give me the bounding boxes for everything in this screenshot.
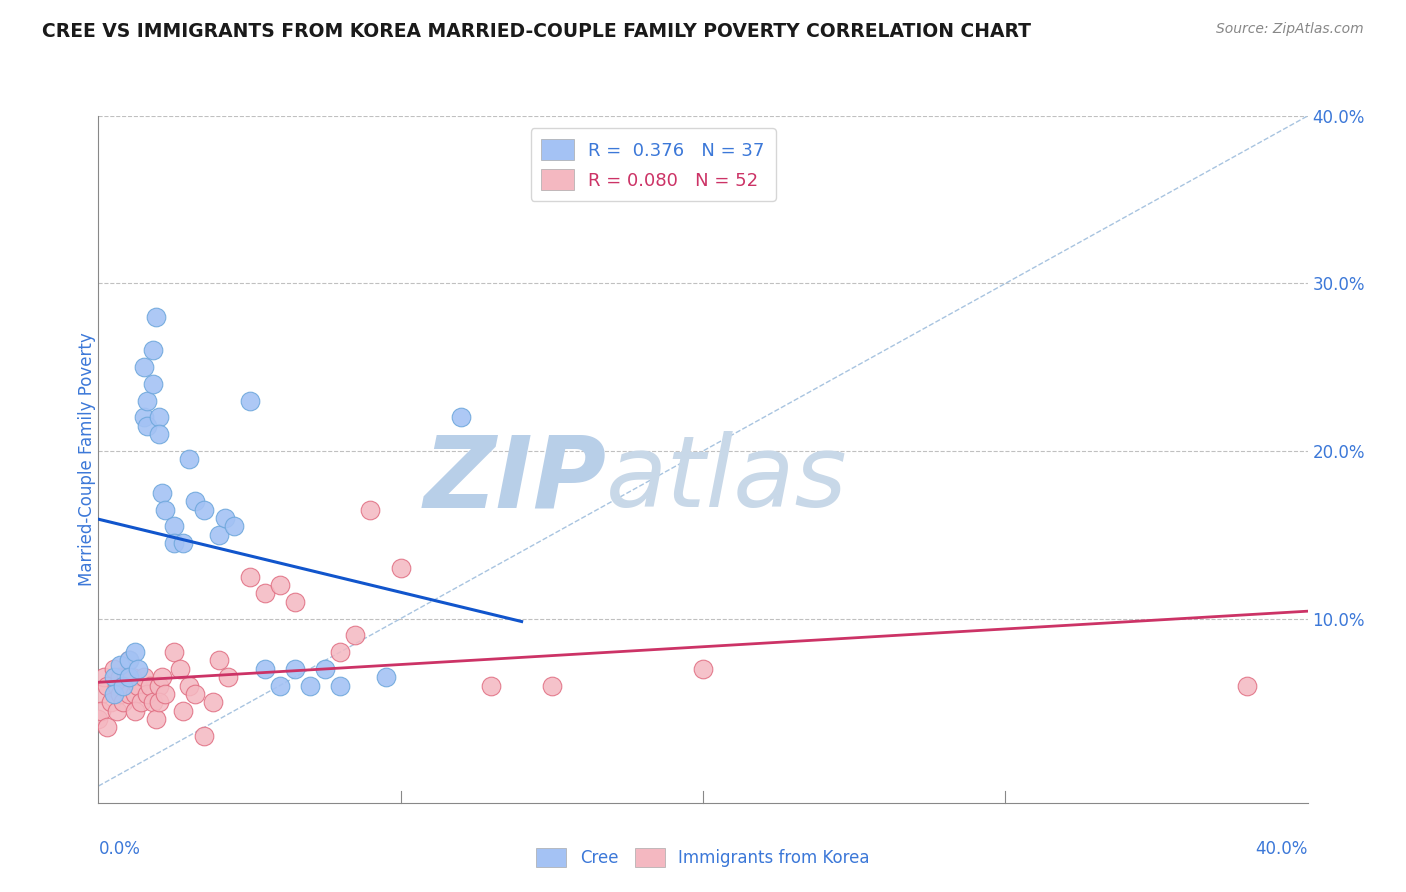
Point: [148, 695, 170, 709]
Point: [145, 712, 167, 726]
Point: [329, 645, 352, 659]
Point: [111, 679, 134, 693]
Point: [193, 729, 215, 743]
Point: [163, 536, 186, 550]
Text: ZIP: ZIP: [423, 432, 606, 528]
Point: [142, 695, 165, 709]
Point: [129, 695, 152, 709]
Point: [93, 670, 115, 684]
Point: [114, 670, 136, 684]
Point: [169, 662, 191, 676]
Point: [269, 679, 291, 693]
Point: [103, 670, 125, 684]
Point: [481, 679, 503, 693]
Point: [314, 662, 336, 676]
Point: [135, 393, 157, 408]
Y-axis label: Married-Couple Family Poverty: Married-Couple Family Poverty: [79, 333, 96, 586]
Point: [132, 360, 155, 375]
Point: [135, 687, 157, 701]
Point: [103, 687, 125, 701]
Point: [299, 679, 322, 693]
Point: [269, 578, 291, 592]
Point: [360, 502, 382, 516]
Point: [118, 670, 141, 684]
Point: [111, 679, 134, 693]
Point: [150, 486, 173, 500]
Point: [172, 536, 194, 550]
Point: [118, 687, 141, 701]
Point: [100, 695, 122, 709]
Text: atlas: atlas: [606, 432, 848, 528]
Point: [253, 586, 276, 600]
Point: [132, 670, 155, 684]
Point: [139, 679, 162, 693]
Point: [193, 502, 215, 516]
Point: [179, 679, 201, 693]
Point: [127, 662, 149, 676]
Point: [344, 628, 367, 642]
Text: Source: ZipAtlas.com: Source: ZipAtlas.com: [1216, 22, 1364, 37]
Point: [90, 687, 112, 701]
Point: [124, 687, 146, 701]
Point: [135, 418, 157, 433]
Point: [121, 670, 143, 684]
Point: [96, 679, 118, 693]
Point: [208, 653, 231, 667]
Point: [153, 502, 176, 516]
Point: [1236, 679, 1258, 693]
Point: [179, 452, 201, 467]
Point: [540, 679, 562, 693]
Point: [217, 670, 239, 684]
Point: [96, 720, 118, 734]
Point: [111, 695, 134, 709]
Point: [87, 712, 110, 726]
Point: [208, 528, 231, 542]
Point: [184, 687, 207, 701]
Point: [150, 670, 173, 684]
Point: [108, 658, 131, 673]
Point: [284, 595, 307, 609]
Point: [90, 704, 112, 718]
Point: [148, 410, 170, 425]
Point: [329, 679, 352, 693]
Point: [224, 519, 246, 533]
Point: [142, 376, 165, 391]
Point: [148, 679, 170, 693]
Text: 0.0%: 0.0%: [98, 840, 141, 858]
Point: [124, 704, 146, 718]
Point: [692, 662, 714, 676]
Point: [118, 653, 141, 667]
Text: 40.0%: 40.0%: [1256, 840, 1308, 858]
Point: [108, 687, 131, 701]
Point: [214, 511, 236, 525]
Point: [124, 645, 146, 659]
Point: [389, 561, 412, 575]
Point: [148, 427, 170, 442]
Point: [118, 653, 141, 667]
Text: CREE VS IMMIGRANTS FROM KOREA MARRIED-COUPLE FAMILY POVERTY CORRELATION CHART: CREE VS IMMIGRANTS FROM KOREA MARRIED-CO…: [42, 22, 1031, 41]
Point: [163, 645, 186, 659]
Point: [145, 310, 167, 324]
Point: [103, 662, 125, 676]
Point: [284, 662, 307, 676]
Point: [108, 670, 131, 684]
Point: [184, 494, 207, 508]
Point: [202, 695, 225, 709]
Point: [132, 410, 155, 425]
Legend: Cree, Immigrants from Korea: Cree, Immigrants from Korea: [530, 841, 876, 873]
Point: [172, 704, 194, 718]
Point: [239, 393, 262, 408]
Point: [450, 410, 472, 425]
Point: [153, 687, 176, 701]
Point: [374, 670, 396, 684]
Point: [239, 569, 262, 583]
Point: [142, 343, 165, 358]
Point: [105, 679, 128, 693]
Point: [253, 662, 276, 676]
Point: [127, 679, 149, 693]
Point: [163, 519, 186, 533]
Point: [105, 704, 128, 718]
